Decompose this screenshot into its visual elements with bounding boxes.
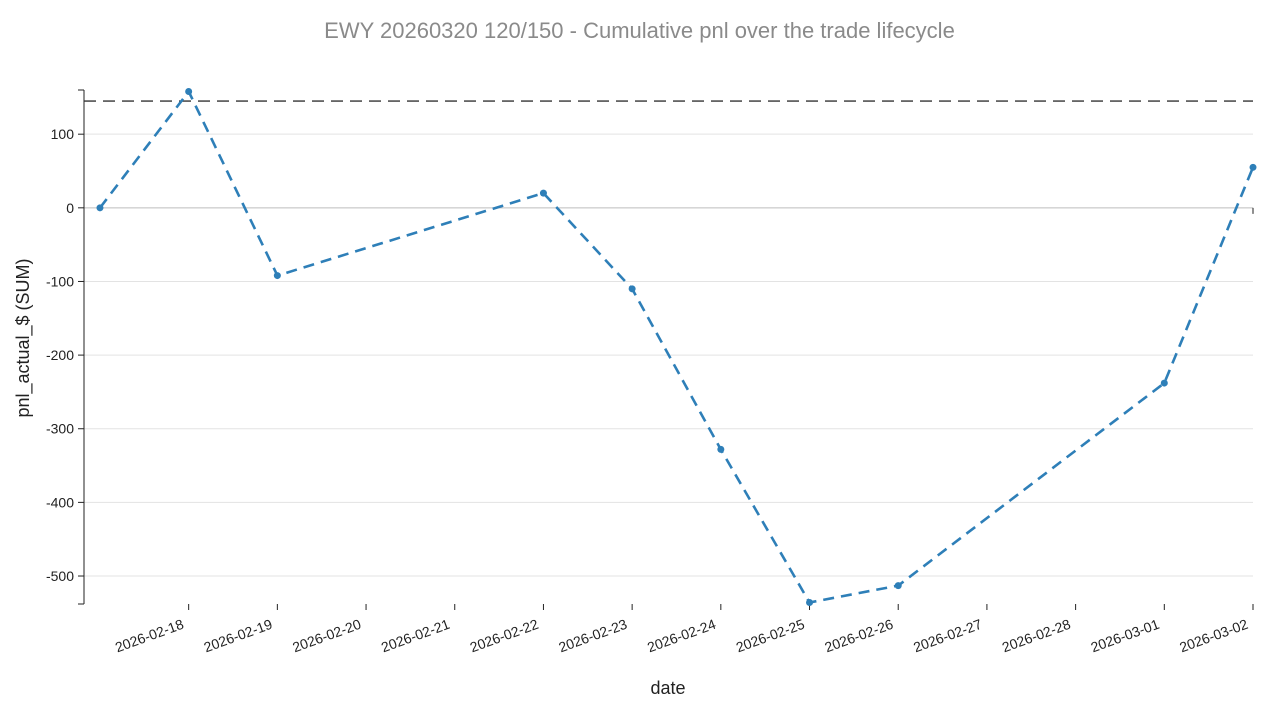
x-tick-label: 2026-02-26 <box>822 616 895 656</box>
x-tick-label: 2026-02-18 <box>113 616 186 656</box>
x-tick-label: 2026-02-21 <box>379 616 452 656</box>
series-group <box>96 87 1257 607</box>
gridlines <box>84 133 1253 577</box>
y-tick-label: -100 <box>46 273 74 289</box>
y-tick-label: -400 <box>46 494 74 510</box>
y-tick-label: -200 <box>46 347 74 363</box>
data-point <box>894 582 902 590</box>
y-tick-label: -300 <box>46 421 74 437</box>
x-tick-label: 2026-02-24 <box>645 616 718 656</box>
x-axis-title: date <box>650 678 685 698</box>
x-tick-label: 2026-02-20 <box>290 616 363 656</box>
data-point <box>628 285 636 293</box>
x-tick-label: 2026-02-28 <box>1000 616 1073 656</box>
data-point <box>717 445 725 453</box>
x-tick-label: 2026-03-01 <box>1089 616 1162 656</box>
x-tick-label: 2026-02-23 <box>556 616 629 656</box>
x-tick-label: 2026-03-02 <box>1177 616 1250 656</box>
data-point <box>96 204 104 212</box>
data-point <box>539 189 547 197</box>
chart-title: EWY 20260320 120/150 - Cumulative pnl ov… <box>324 18 955 43</box>
y-tick-label: 0 <box>66 200 74 216</box>
data-point <box>185 87 193 95</box>
x-tick-label: 2026-02-19 <box>202 616 275 656</box>
y-axis-title: pnl_actual_$ (SUM) <box>13 258 34 417</box>
x-tick-label: 2026-02-25 <box>734 616 807 656</box>
x-tick-label: 2026-02-27 <box>911 616 984 656</box>
y-tick-label: 100 <box>51 126 75 142</box>
data-point <box>1160 379 1168 387</box>
series-line <box>98 90 1255 604</box>
data-point <box>273 272 281 280</box>
axes: 100 0 -100 -200 -300 -400 -500 2026-02-18 2026-0… <box>46 89 1254 656</box>
data-point <box>1249 163 1257 171</box>
data-point <box>806 599 814 607</box>
y-tick-label: -500 <box>46 568 74 584</box>
x-tick-label: 2026-02-22 <box>468 616 541 656</box>
